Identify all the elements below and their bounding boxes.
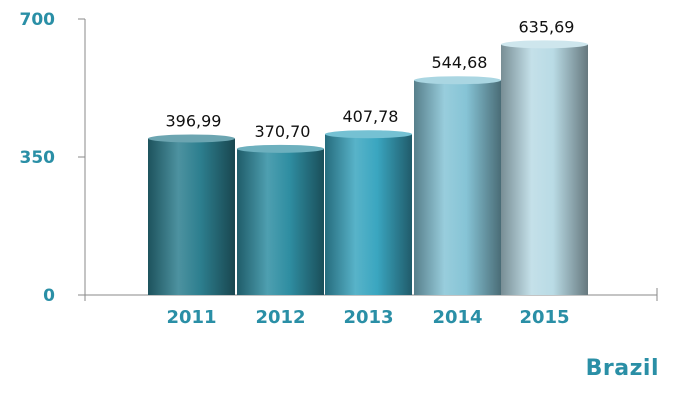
- bar-2013: [325, 134, 412, 295]
- bars: [148, 40, 588, 296]
- data-labels: 396,99 370,70 407,78 544,68 635,69: [166, 17, 575, 140]
- x-tick-label-2014: 2014: [432, 307, 482, 328]
- y-tick-label: 0: [43, 286, 55, 306]
- data-label-2011: 396,99: [166, 111, 222, 130]
- chart-caption: Brazil: [585, 356, 659, 381]
- x-tick-label-2012: 2012: [255, 307, 305, 328]
- bar-cap-2015: [501, 40, 588, 49]
- data-label-2015: 635,69: [519, 17, 575, 36]
- y-axis: 0 350 700: [20, 10, 86, 306]
- x-tick-label-2011: 2011: [166, 307, 216, 328]
- bar-cap-2012: [237, 144, 324, 153]
- bar-2011: [148, 138, 235, 295]
- x-tick-labels: 2011 2012 2013 2014 2015: [166, 307, 569, 328]
- bar-cap-2013: [325, 130, 412, 139]
- x-tick-label-2013: 2013: [343, 307, 393, 328]
- bar-cap-2014: [414, 76, 501, 85]
- data-label-2012: 370,70: [255, 122, 311, 141]
- bar-2015: [501, 44, 588, 296]
- bar-2014: [414, 80, 501, 296]
- bar-2012: [237, 148, 324, 295]
- data-label-2014: 544,68: [432, 53, 488, 72]
- data-label-2013: 407,78: [343, 107, 399, 126]
- y-tick-label: 350: [20, 148, 56, 168]
- bar-cap-2011: [148, 134, 235, 143]
- x-tick-label-2015: 2015: [519, 307, 569, 328]
- y-tick-label: 700: [20, 10, 56, 30]
